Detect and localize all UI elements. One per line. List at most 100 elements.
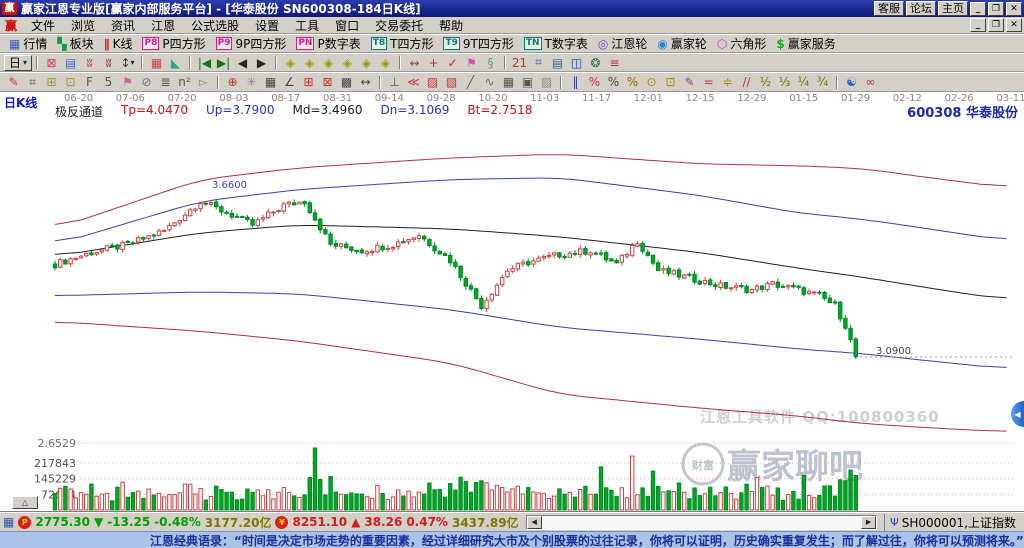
view-tool-zoom-diamond-5[interactable]: ◈ bbox=[361, 55, 372, 70]
draw-tool-net[interactable]: ▦ bbox=[264, 75, 277, 89]
view-tool-zoom-diamond-1[interactable]: ◈ bbox=[285, 55, 296, 70]
menu-item-formula-pick[interactable]: 公式选股 bbox=[191, 18, 240, 33]
menu-item-gann[interactable]: 江恩 bbox=[151, 18, 176, 33]
horizontal-scrollbar[interactable]: ◀ ▶ bbox=[525, 514, 878, 530]
toolbar-button-quotes[interactable]: ▦ 行情 bbox=[4, 35, 52, 52]
draw-tool-fib-three-quarter[interactable]: ¾ bbox=[816, 75, 829, 89]
scroll-track[interactable] bbox=[541, 515, 862, 529]
toolbar-button-9t-square[interactable]: T9 9T四方形 bbox=[438, 35, 518, 52]
menu-item-news[interactable]: 资讯 bbox=[111, 18, 136, 33]
draw-tool-brush[interactable]: ✎ bbox=[684, 75, 695, 89]
view-tool-last-page[interactable]: ▶| bbox=[216, 55, 231, 70]
draw-tool-comb-ruler[interactable]: ⌗ bbox=[29, 74, 36, 89]
sh-market-icon[interactable]: P bbox=[18, 515, 32, 529]
view-tool-color-flag[interactable]: ◣ bbox=[170, 55, 181, 70]
draw-tool-gann-box[interactable]: ⊡ bbox=[65, 75, 76, 89]
draw-tool-gann-grid[interactable]: ⊞ bbox=[46, 75, 57, 89]
child-minimize-button[interactable]: _ bbox=[970, 18, 986, 32]
board-grid-icon[interactable]: ▦ bbox=[3, 515, 15, 529]
draw-tool-circle-slash[interactable]: ⊘ bbox=[141, 75, 152, 89]
view-tool-kline-style-1[interactable]: ʬ bbox=[86, 55, 93, 70]
menu-item-trade[interactable]: 交易委托 bbox=[375, 18, 424, 33]
draw-tool-fib-half[interactable]: ½ bbox=[759, 75, 772, 89]
draw-tool-golden-circle[interactable]: ⊙ bbox=[646, 75, 657, 89]
child-close-button[interactable]: ✕ bbox=[1006, 18, 1022, 32]
pane-expand-button[interactable]: △ bbox=[12, 496, 38, 509]
draw-tool-angle[interactable]: ∠ bbox=[284, 75, 295, 89]
draw-tool-infinity[interactable]: ∞ bbox=[865, 75, 876, 89]
draw-tool-time-grid[interactable]: ⊞ bbox=[303, 75, 314, 89]
toolbar-button-winner-wheel[interactable]: ◉ 赢家轮 bbox=[652, 35, 712, 52]
toolbar-button-p-table[interactable]: PN P数字表 bbox=[291, 35, 365, 52]
menu-item-settings[interactable]: 设置 bbox=[255, 18, 280, 33]
draw-tool-pen[interactable]: ✎ bbox=[8, 75, 19, 89]
toolbar-button-t-square[interactable]: T8 T四方形 bbox=[366, 35, 439, 52]
draw-tool-fib-quarter[interactable]: ¼ bbox=[797, 75, 810, 89]
draw-tool-zigzag[interactable]: ∿ bbox=[484, 75, 495, 89]
toolbar-button-9p-square[interactable]: P9 9P四方形 bbox=[211, 35, 292, 52]
view-tool-crosshair[interactable]: + bbox=[428, 55, 439, 70]
view-tool-gann-toggle[interactable]: ▦ bbox=[150, 55, 163, 70]
toolbar-button-winner-service[interactable]: $ 赢家服务 bbox=[771, 35, 840, 52]
view-tool-prev-bar[interactable]: ◀ bbox=[237, 55, 248, 70]
draw-tool-fib-third[interactable]: ⅓ bbox=[778, 75, 791, 89]
scroll-left-button[interactable]: ◀ bbox=[526, 515, 542, 529]
sz-market-icon[interactable]: ¥ bbox=[275, 515, 289, 529]
view-tool-save[interactable]: ◫ bbox=[570, 55, 583, 70]
view-tool-export[interactable]: ❂ bbox=[590, 55, 601, 70]
view-tool-zoom-diamond-3[interactable]: ◈ bbox=[323, 55, 334, 70]
view-tool-zoom-diamond-2[interactable]: ◈ bbox=[304, 55, 315, 70]
draw-tool-price-grid[interactable]: ⊠ bbox=[322, 75, 333, 89]
draw-tool-speed-line[interactable]: // bbox=[742, 75, 751, 89]
customer-service-button[interactable]: 客服 bbox=[874, 1, 904, 16]
view-tool-memo[interactable]: ▤ bbox=[551, 55, 564, 70]
view-tool-calendar[interactable]: 21 bbox=[511, 55, 528, 70]
view-tool-screen-layout[interactable]: ⊠ bbox=[46, 55, 57, 70]
draw-tool-lattice[interactable]: ▩ bbox=[340, 75, 353, 89]
draw-tool-compass[interactable]: ⊕ bbox=[227, 75, 238, 89]
view-tool-period-day[interactable]: 日 ▾ bbox=[4, 54, 33, 71]
draw-tool-price-ladder[interactable]: ‖ bbox=[572, 75, 579, 89]
draw-tool-five-line[interactable]: 5 bbox=[104, 75, 113, 89]
draw-tool-anchor-box[interactable]: ⊥ bbox=[389, 75, 400, 89]
view-tool-data-transfer[interactable]: ≡ bbox=[609, 55, 620, 70]
menu-item-help[interactable]: 帮助 bbox=[439, 18, 464, 33]
view-tool-kline-style-2[interactable]: ʬ bbox=[105, 55, 112, 70]
draw-tool-flag-person[interactable]: ⚑ bbox=[122, 75, 133, 89]
toolbar-button-hexagon[interactable]: ⬡ 六角形 bbox=[712, 35, 772, 52]
draw-tool-filled-box[interactable]: ▧ bbox=[445, 75, 458, 89]
draw-tool-n-squared[interactable]: n² bbox=[178, 75, 191, 89]
toolbar-button-p-square[interactable]: P8 P四方形 bbox=[137, 35, 210, 52]
menu-item-file[interactable]: 文件 bbox=[31, 18, 56, 33]
draw-tool-gold-split[interactable]: ≑ bbox=[722, 75, 733, 89]
child-restore-button[interactable]: ❐ bbox=[988, 18, 1004, 32]
draw-tool-dense-grid[interactable]: ▦ bbox=[502, 75, 515, 89]
scroll-right-button[interactable]: ▶ bbox=[861, 515, 877, 529]
forum-button[interactable]: 论坛 bbox=[906, 1, 936, 16]
close-button[interactable]: ✕ bbox=[1006, 1, 1022, 16]
view-tool-zoom-diamond-6[interactable]: ◈ bbox=[380, 55, 391, 70]
draw-tool-percent-band[interactable]: % bbox=[588, 75, 601, 89]
draw-tool-span-arrows[interactable]: ↔ bbox=[360, 75, 371, 89]
menu-item-browse[interactable]: 浏览 bbox=[71, 18, 96, 33]
draw-tool-tick-ruler[interactable]: ≣ bbox=[160, 75, 171, 89]
current-index-box[interactable]: Ψ SH000001,上证指数 bbox=[884, 513, 1021, 531]
view-tool-info-panel[interactable]: ▤ bbox=[64, 55, 77, 70]
menu-item-window[interactable]: 窗口 bbox=[335, 18, 360, 33]
view-tool-calculator[interactable]: ⌗ bbox=[535, 55, 542, 69]
view-tool-spiral[interactable]: § bbox=[487, 55, 494, 70]
draw-tool-golden-box[interactable]: ⊡ bbox=[665, 75, 676, 89]
draw-tool-gann-percent[interactable]: % bbox=[626, 75, 639, 89]
panel-collapse-handle[interactable]: ◀ bbox=[1011, 401, 1024, 427]
draw-tool-cursor[interactable]: ▻ bbox=[198, 75, 209, 89]
draw-tool-level-line[interactable]: ≂ bbox=[703, 75, 714, 89]
draw-tool-shaded-box[interactable]: ▨ bbox=[426, 75, 439, 89]
draw-tool-hatch[interactable]: ▨ bbox=[540, 75, 553, 89]
view-tool-measure-check[interactable]: ✓ bbox=[447, 55, 458, 70]
minimize-button[interactable]: _ bbox=[970, 1, 986, 16]
home-button[interactable]: 主页 bbox=[938, 1, 968, 16]
chart-region[interactable]: 江恩工具软件 QQ:100800360 财富 赢家聊吧 2.6529 217843 145… bbox=[0, 92, 1024, 512]
restore-button[interactable]: ❐ bbox=[988, 1, 1004, 16]
draw-tool-fan-lines[interactable]: ≪ bbox=[407, 75, 420, 89]
